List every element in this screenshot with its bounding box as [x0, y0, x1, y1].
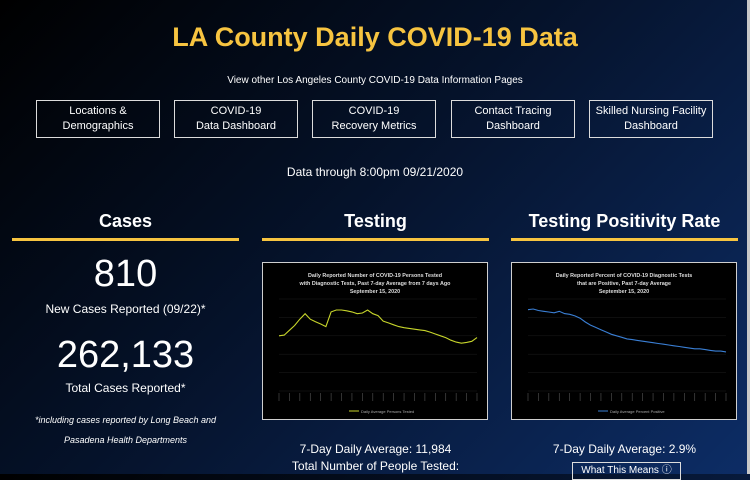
positivity-chart-title-3: September 15, 2020: [599, 289, 649, 295]
nav-label-line1: COVID-19: [210, 105, 262, 117]
new-cases-value: 810: [93, 253, 158, 295]
cases-footnote-line1: *including cases reported by Long Beach …: [34, 415, 217, 425]
nav-label-line1: Skilled Nursing Facility: [595, 105, 707, 117]
positivity-chart-grid: [527, 298, 727, 401]
nav-data-dashboard[interactable]: COVID-19 Data Dashboard: [174, 100, 298, 138]
testing-chart-title-2: with Diagnostic Tests, Past 7-day Averag…: [299, 281, 452, 287]
nav-locations-demographics[interactable]: Locations & Demographics: [36, 100, 160, 138]
positivity-chart-title-2: that are Positive, Past 7-day Average: [577, 281, 671, 287]
positivity-chart-title-1: Daily Reported Percent of COVID-19 Diagn…: [556, 273, 693, 279]
nav-label-line2: Recovery Metrics: [331, 120, 417, 132]
testing-chart-title-3: September 15, 2020: [350, 289, 400, 295]
testing-series-line: [278, 309, 478, 344]
page-subtitle: View other Los Angeles County COVID-19 D…: [227, 75, 523, 86]
data-as-of: Data through 8:00pm 09/21/2020: [286, 165, 464, 179]
nav-skilled-nursing[interactable]: Skilled Nursing Facility Dashboard: [589, 100, 713, 138]
scrollbar[interactable]: [747, 0, 750, 474]
nav-label-line2: Data Dashboard: [195, 120, 277, 132]
total-cases-label: Total Cases Reported*: [65, 381, 186, 395]
new-cases-label: New Cases Reported (09/22)*: [45, 302, 206, 316]
positivity-divider: [511, 238, 738, 241]
total-people-tested-label: Total Number of People Tested:: [291, 459, 460, 473]
what-this-means-button[interactable]: What This Means ⓘ: [572, 462, 681, 480]
cases-footnote-line2: Pasadena Health Departments: [63, 435, 188, 445]
positivity-average: 7-Day Daily Average: 2.9%: [552, 442, 697, 456]
testing-chart[interactable]: Daily Reported Number of COVID-19 Person…: [262, 262, 488, 420]
positivity-legend-label: Daily Average Percent Positive: [610, 409, 665, 414]
nav-label-line2: Dashboard: [486, 120, 540, 132]
testing-average: 7-Day Daily Average: 11,984: [299, 442, 452, 456]
nav-label-line1: COVID-19: [348, 105, 400, 117]
nav-label-line2: Demographics: [62, 120, 134, 132]
nav-contact-tracing[interactable]: Contact Tracing Dashboard: [451, 100, 575, 138]
testing-heading: Testing: [344, 211, 407, 231]
positivity-chart-svg: Daily Reported Percent of COVID-19 Diagn…: [527, 273, 727, 414]
page-title: LA County Daily COVID-19 Data: [172, 22, 578, 52]
testing-chart-svg: Daily Reported Number of COVID-19 Person…: [278, 273, 478, 414]
positivity-chart[interactable]: Daily Reported Percent of COVID-19 Diagn…: [511, 262, 737, 420]
nav-label-line2: Dashboard: [624, 120, 678, 132]
testing-chart-title-1: Daily Reported Number of COVID-19 Person…: [308, 273, 442, 279]
nav-label-line1: Contact Tracing: [474, 105, 552, 117]
cases-divider: [12, 238, 239, 241]
total-cases-value: 262,133: [56, 334, 195, 376]
testing-divider: [262, 238, 489, 241]
cases-footnote: *including cases reported by Long Beach …: [12, 410, 239, 450]
cases-heading: Cases: [98, 211, 153, 231]
positivity-series-line: [527, 308, 727, 353]
nav-recovery-metrics[interactable]: COVID-19 Recovery Metrics: [312, 100, 436, 138]
testing-chart-grid: [278, 298, 478, 401]
positivity-heading: Testing Positivity Rate: [528, 211, 721, 231]
testing-legend-label: Daily Average Persons Tested: [361, 409, 414, 414]
nav-label-line1: Locations &: [69, 105, 127, 117]
